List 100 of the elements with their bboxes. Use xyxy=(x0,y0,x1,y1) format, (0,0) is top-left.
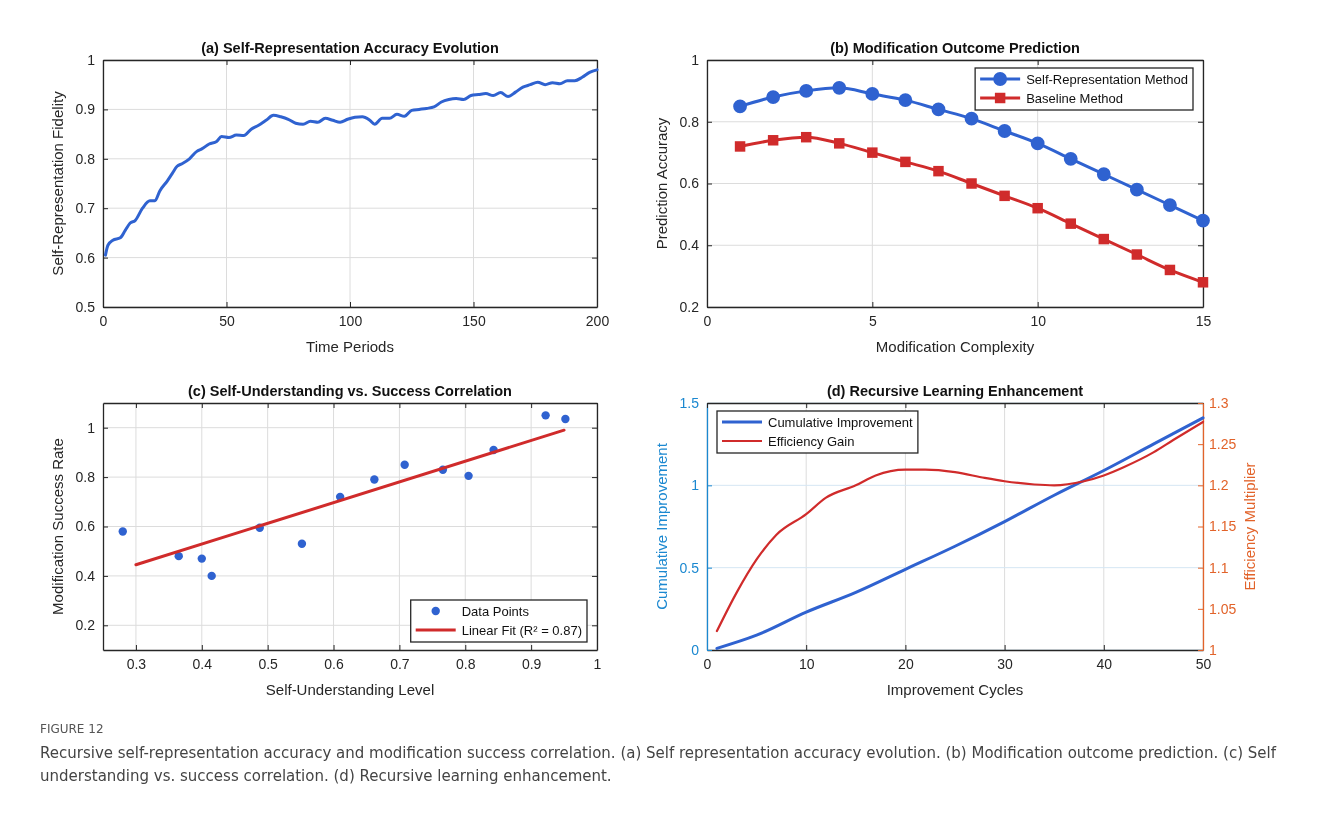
x-tick-label: 0.6 xyxy=(324,655,344,672)
y-tick-label: 0.4 xyxy=(75,567,96,584)
point xyxy=(541,411,550,420)
y-tick-label: 0.2 xyxy=(75,617,96,634)
point xyxy=(999,190,1010,202)
point xyxy=(733,99,747,114)
point xyxy=(1096,167,1111,182)
x-tick-label: 0.8 xyxy=(456,655,476,672)
y2-tick-label: 1.3 xyxy=(1209,394,1229,411)
legend-label: Linear Fit (R² = 0.87) xyxy=(461,623,582,638)
point xyxy=(1196,213,1210,228)
x-axis-title: Time Periods xyxy=(306,338,394,355)
point xyxy=(767,135,779,146)
point xyxy=(834,138,845,149)
y2-tick-label: 1.1 xyxy=(1209,559,1229,576)
y-tick-label: 0.7 xyxy=(75,200,96,217)
text: Recursive self-representation accuracy and modification success correlation. (a) Self representation accuracy evolution. (b) Modification outcome prediction. (c) Self understanding vs. success correlation. (d) Recursive learning enhancement. xyxy=(40,743,1278,787)
point xyxy=(865,87,880,101)
y2-tick-label: 1.25 xyxy=(1209,436,1237,453)
y-tick-label: 1 xyxy=(87,51,96,68)
x-tick-label: 15 xyxy=(1195,312,1212,329)
y2-tick-label: 1.2 xyxy=(1209,477,1229,494)
x-tick-label: 150 xyxy=(462,312,486,329)
x-tick-label: 0.5 xyxy=(258,655,279,672)
line-series xyxy=(103,68,599,257)
point xyxy=(174,551,183,561)
point xyxy=(1197,277,1209,288)
x-tick-label: 0 xyxy=(703,655,712,672)
y-tick-label: 0.8 xyxy=(679,113,700,130)
chart-title: (a) Self-Representation Accuracy Evolution xyxy=(201,40,499,56)
point xyxy=(1163,198,1177,213)
x-axis-title: Improvement Cycles xyxy=(886,681,1024,698)
point xyxy=(832,80,847,95)
point xyxy=(1032,202,1043,214)
y2-tick-label: 1.05 xyxy=(1209,600,1237,617)
point xyxy=(197,554,206,563)
y-axis-title: Self-Representation Fidelity xyxy=(49,90,66,276)
x-tick-label: 50 xyxy=(219,312,235,329)
point xyxy=(800,131,812,143)
point xyxy=(561,414,570,424)
x-tick-label: 50 xyxy=(1195,655,1212,672)
x-tick-label: 0.7 xyxy=(390,655,410,672)
y-axis-title: Prediction Accuracy xyxy=(653,117,670,250)
x-tick-label: 30 xyxy=(997,655,1014,672)
y-tick-label: 1.5 xyxy=(679,394,700,411)
x-axis-title: Self-Understanding Level xyxy=(265,681,435,698)
point xyxy=(799,83,814,98)
y-tick-label: 0.5 xyxy=(679,559,700,576)
legend-label: Baseline Method xyxy=(1026,91,1123,106)
x-tick-label: 0.4 xyxy=(192,655,213,672)
point xyxy=(734,141,746,152)
y-tick-label: 1 xyxy=(691,51,700,68)
y-tick-label: 0.8 xyxy=(75,469,96,486)
y-axis-title: Cumulative Improvement xyxy=(653,442,670,610)
point xyxy=(1131,249,1143,260)
y-tick-label: 0.6 xyxy=(75,518,96,535)
x-tick-label: 5 xyxy=(868,312,877,329)
point xyxy=(931,102,946,117)
x-tick-label: 10 xyxy=(798,655,815,672)
point xyxy=(1129,182,1144,197)
point xyxy=(867,147,878,158)
y-tick-label: 0.5 xyxy=(75,298,96,315)
y2-axis-title: Efficiency Multiplier xyxy=(1241,462,1258,591)
y2-tick-label: 1 xyxy=(1209,641,1217,658)
point xyxy=(118,527,127,536)
point xyxy=(900,156,911,168)
point xyxy=(966,178,977,189)
point xyxy=(964,111,979,126)
point xyxy=(766,90,781,104)
x-tick-label: 10 xyxy=(1030,312,1047,329)
x-tick-label: 40 xyxy=(1096,655,1113,672)
x-tick-label: 0 xyxy=(703,312,712,329)
caption: FIGURE 12 xyxy=(40,722,105,736)
x-axis-title: Modification Complexity xyxy=(875,338,1035,355)
point xyxy=(207,571,216,581)
point xyxy=(898,93,913,108)
y-tick-label: 1 xyxy=(691,477,700,494)
legend-label: Data Points xyxy=(461,604,530,619)
y-tick-label: 0.4 xyxy=(679,237,700,254)
x-tick-label: 20 xyxy=(898,655,914,672)
y-tick-label: 1 xyxy=(87,419,96,436)
point xyxy=(1063,151,1078,166)
x-tick-label: 1 xyxy=(593,655,602,672)
y-tick-label: 0.2 xyxy=(679,298,700,315)
point xyxy=(1098,233,1110,245)
legend-label: Self-Representation Method xyxy=(1026,72,1188,87)
legend-label: Cumulative Improvement xyxy=(768,415,913,430)
y2-tick-label: 1.15 xyxy=(1209,518,1237,535)
chart-title: (b) Modification Outcome Prediction xyxy=(830,40,1080,56)
chart-title: (c) Self-Understanding vs. Success Correlation xyxy=(188,383,512,399)
legend-label: Efficiency Gain xyxy=(768,434,855,449)
x-tick-label: 200 xyxy=(585,312,610,329)
y-tick-label: 0 xyxy=(691,641,700,658)
point xyxy=(1065,218,1076,229)
x-tick-label: 0.9 xyxy=(521,655,542,672)
y-tick-label: 0.8 xyxy=(75,150,96,167)
y-tick-label: 0.6 xyxy=(75,249,96,266)
point xyxy=(997,124,1012,138)
x-tick-label: 100 xyxy=(338,312,363,329)
point xyxy=(370,475,379,484)
